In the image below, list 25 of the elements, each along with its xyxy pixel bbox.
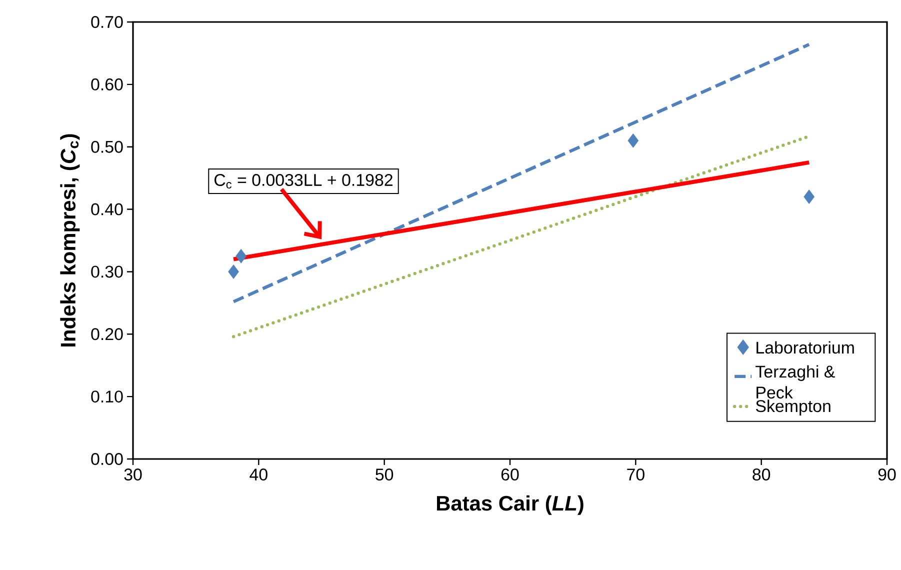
y-tick-label: 0.10 <box>91 390 123 403</box>
y-tick-label: 0.30 <box>91 266 123 278</box>
x-tick-label: 90 <box>878 468 896 481</box>
x-tick-label: 50 <box>376 468 394 481</box>
x-tick-label: 30 <box>124 468 142 481</box>
y-tick-label: 0.00 <box>91 453 123 465</box>
point <box>228 264 239 279</box>
legend-label: Terzaghi & Peck <box>756 365 835 399</box>
y-tick-label: 0.70 <box>91 16 123 28</box>
point <box>236 248 247 264</box>
y-tick-label: 0.50 <box>91 140 123 153</box>
y-tick-label: 0.20 <box>91 328 123 340</box>
x-axis-title: Batas Cair (LL) <box>437 495 584 515</box>
y-tick-label: 0.40 <box>91 203 123 216</box>
y-axis-title: Indeks kompresi, (C$_{c}$) <box>60 134 80 346</box>
point <box>628 133 639 148</box>
x-tick-label: 80 <box>752 468 770 481</box>
legend-label: Laboratorium <box>756 341 854 354</box>
point <box>804 190 815 204</box>
y-tick-label: 0.60 <box>91 78 123 90</box>
x-tick-label: 70 <box>627 468 644 481</box>
x-tick-label: 40 <box>250 468 268 481</box>
annotation: C$_{c}$ = 0.0033LL + 0.1982 <box>214 174 392 189</box>
legend-label: Skempton <box>756 400 830 416</box>
x-tick-label: 60 <box>501 468 519 481</box>
